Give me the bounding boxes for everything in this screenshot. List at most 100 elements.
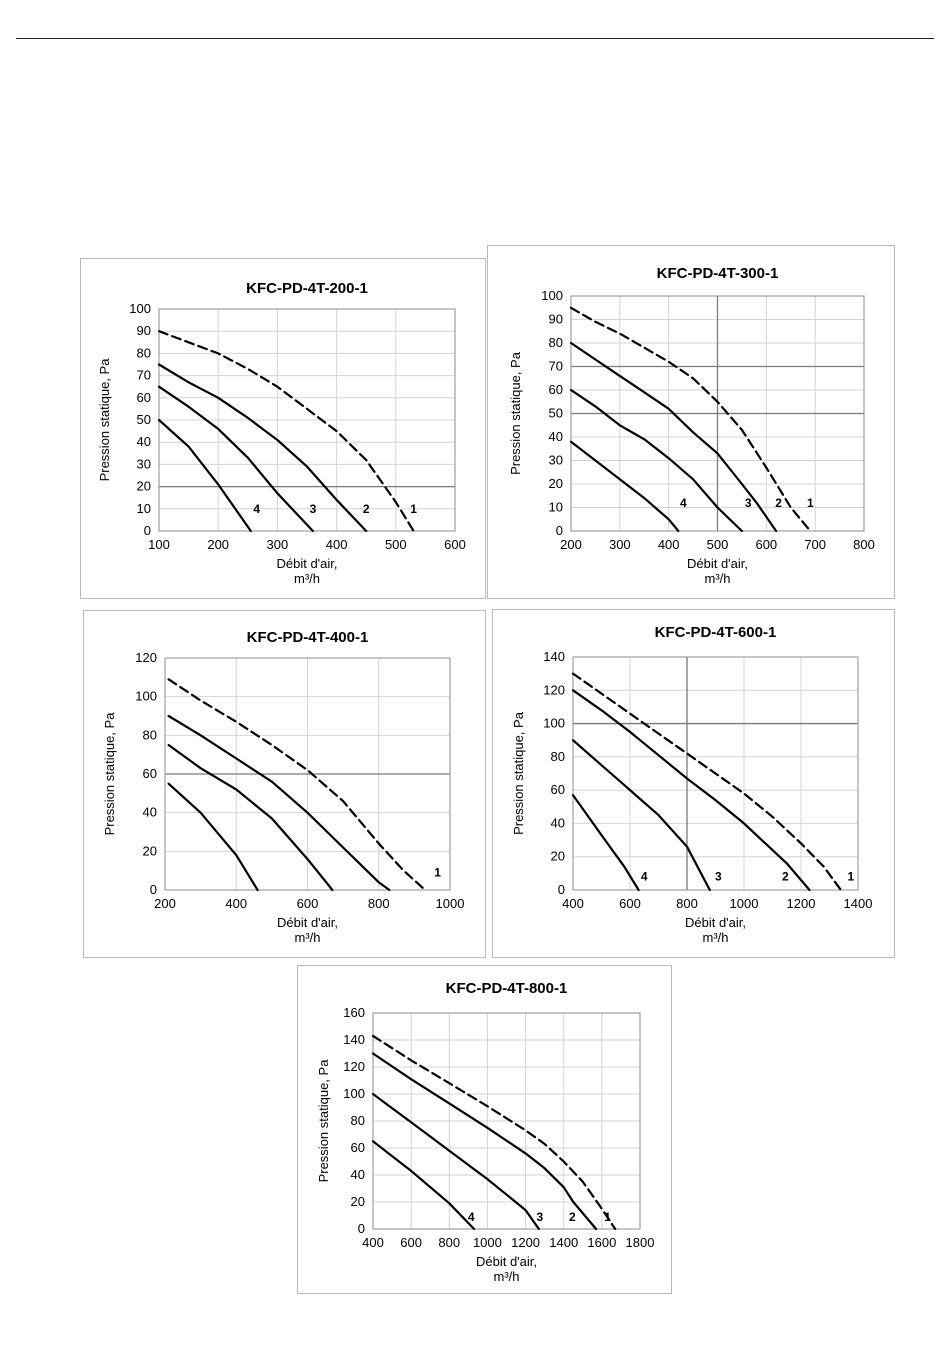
chart-panel-600: KFC-PD-4T-600-1 0 20 40 60 80 100 120 140 400 600 8… bbox=[492, 609, 895, 958]
y-tick-label: 60 bbox=[137, 390, 151, 405]
chart-title: KFC-PD-4T-600-1 bbox=[655, 624, 777, 641]
x-tick-label: 1200 bbox=[787, 896, 816, 911]
y-tick-label: 0 bbox=[150, 882, 157, 897]
series-line-2 bbox=[569, 341, 778, 533]
y-tick-label: 80 bbox=[551, 749, 565, 764]
x-tick-label: 600 bbox=[755, 537, 777, 552]
x-tick-label: 400 bbox=[658, 537, 680, 552]
y-tick-label: 100 bbox=[543, 716, 565, 731]
y-tick-label: 40 bbox=[549, 429, 563, 444]
x-axis-label: Débit d'air, bbox=[476, 1254, 537, 1269]
chart-svg-800: KFC-PD-4T-800-1 0 20 40 60 80 100 120 140 160 400 6… bbox=[316, 980, 655, 1284]
series-line-4 bbox=[167, 782, 259, 892]
x-tick-label: 800 bbox=[676, 896, 698, 911]
y-tick-label: 40 bbox=[351, 1167, 365, 1182]
curve-label: 1 bbox=[434, 866, 441, 880]
y-tick-label: 50 bbox=[549, 406, 563, 421]
y-tick-label: 70 bbox=[549, 359, 563, 374]
x-axis-label: Débit d'air, bbox=[685, 915, 746, 930]
y-tick-label: 160 bbox=[343, 1005, 365, 1020]
y-tick-label: 90 bbox=[549, 312, 563, 327]
curve-label: 4 bbox=[468, 1210, 475, 1224]
x-tick-label: 400 bbox=[562, 896, 584, 911]
x-tick-label: 200 bbox=[154, 896, 176, 911]
curve-label: 2 bbox=[775, 496, 782, 510]
series-line-1 bbox=[371, 1034, 617, 1231]
y-tick-label: 80 bbox=[137, 345, 151, 360]
chart-panel-800: KFC-PD-4T-800-1 0 20 40 60 80 100 120 140 160 400 6… bbox=[297, 965, 672, 1294]
chart-title: KFC-PD-4T-200-1 bbox=[246, 280, 368, 297]
x-tick-label: 1800 bbox=[626, 1235, 655, 1250]
curve-label: 1 bbox=[604, 1210, 611, 1224]
series-line-4 bbox=[569, 440, 680, 533]
y-tick-label: 20 bbox=[351, 1194, 365, 1209]
y-tick-label: 100 bbox=[541, 288, 563, 303]
x-tick-label: 400 bbox=[326, 537, 348, 552]
y-axis-label: Pression statique, Pa bbox=[511, 711, 526, 835]
series-line-3 bbox=[167, 743, 334, 892]
chart-panel-300: KFC-PD-4T-300-1 0 10 20 30 40 50 60 70 80 90 100 200… bbox=[487, 245, 895, 599]
y-tick-label: 20 bbox=[551, 849, 565, 864]
y-tick-label: 30 bbox=[549, 453, 563, 468]
y-tick-label: 40 bbox=[137, 434, 151, 449]
series-line-4 bbox=[371, 1140, 476, 1231]
chart-svg-200: KFC-PD-4T-200-1 0 10 20 30 40 50 60 70 80 90 100 100… bbox=[97, 280, 466, 586]
x-tick-label: 100 bbox=[148, 537, 170, 552]
y-tick-label: 100 bbox=[129, 301, 151, 316]
series-line-4 bbox=[157, 418, 252, 533]
y-tick-label: 40 bbox=[143, 805, 157, 820]
x-axis-label: Débit d'air, bbox=[276, 556, 337, 571]
curve-label: 4 bbox=[680, 496, 687, 510]
y-axis-label: Pression statique, Pa bbox=[316, 1059, 331, 1183]
y-tick-label: 0 bbox=[358, 1221, 365, 1236]
y-tick-label: 60 bbox=[351, 1140, 365, 1155]
x-tick-label: 200 bbox=[560, 537, 582, 552]
x-axis-unit: m³/h bbox=[705, 571, 731, 586]
series-line-1 bbox=[157, 330, 415, 533]
y-tick-label: 40 bbox=[551, 815, 565, 830]
curve-label: 3 bbox=[745, 496, 752, 510]
x-tick-label: 800 bbox=[853, 537, 875, 552]
plot-area bbox=[572, 656, 859, 891]
x-tick-label: 1000 bbox=[730, 896, 759, 911]
y-tick-label: 140 bbox=[343, 1032, 365, 1047]
plot-area bbox=[372, 1012, 641, 1230]
y-tick-label: 30 bbox=[137, 456, 151, 471]
y-tick-label: 100 bbox=[135, 689, 157, 704]
series-line-3 bbox=[371, 1092, 540, 1231]
curve-label: 2 bbox=[782, 870, 789, 884]
series-line-3 bbox=[157, 385, 314, 533]
y-tick-label: 0 bbox=[558, 882, 565, 897]
x-tick-label: 700 bbox=[804, 537, 826, 552]
plot-area bbox=[570, 295, 865, 532]
y-tick-label: 20 bbox=[143, 843, 157, 858]
x-tick-label: 600 bbox=[400, 1235, 422, 1250]
y-axis-label: Pression statique, Pa bbox=[508, 351, 523, 475]
x-tick-label: 600 bbox=[444, 537, 466, 552]
y-axis-label: Pression statique, Pa bbox=[97, 358, 112, 482]
x-axis-unit: m³/h bbox=[703, 930, 729, 945]
x-tick-label: 1400 bbox=[549, 1235, 578, 1250]
chart-title: KFC-PD-4T-300-1 bbox=[657, 265, 779, 282]
curve-label: 3 bbox=[537, 1210, 544, 1224]
x-tick-label: 600 bbox=[297, 896, 319, 911]
chart-title: KFC-PD-4T-400-1 bbox=[247, 629, 369, 646]
y-tick-label: 140 bbox=[543, 649, 565, 664]
x-axis-label: Débit d'air, bbox=[277, 915, 338, 930]
x-axis-unit: m³/h bbox=[294, 571, 320, 586]
y-tick-label: 10 bbox=[137, 501, 151, 516]
series-line-1 bbox=[167, 678, 427, 892]
curve-label: 2 bbox=[569, 1210, 576, 1224]
chart-panel-200: KFC-PD-4T-200-1 0 10 20 30 40 50 60 70 80 90 100 100… bbox=[80, 258, 486, 599]
x-axis-unit: m³/h bbox=[295, 930, 321, 945]
y-tick-label: 10 bbox=[549, 500, 563, 515]
curve-label: 4 bbox=[641, 870, 648, 884]
y-tick-label: 20 bbox=[137, 479, 151, 494]
chart-title: KFC-PD-4T-800-1 bbox=[446, 980, 568, 997]
curve-label: 1 bbox=[848, 870, 855, 884]
y-tick-label: 50 bbox=[137, 412, 151, 427]
series-line-2 bbox=[571, 689, 811, 892]
curve-label: 4 bbox=[253, 502, 260, 516]
y-tick-label: 0 bbox=[144, 523, 151, 538]
x-axis-label: Débit d'air, bbox=[687, 556, 748, 571]
